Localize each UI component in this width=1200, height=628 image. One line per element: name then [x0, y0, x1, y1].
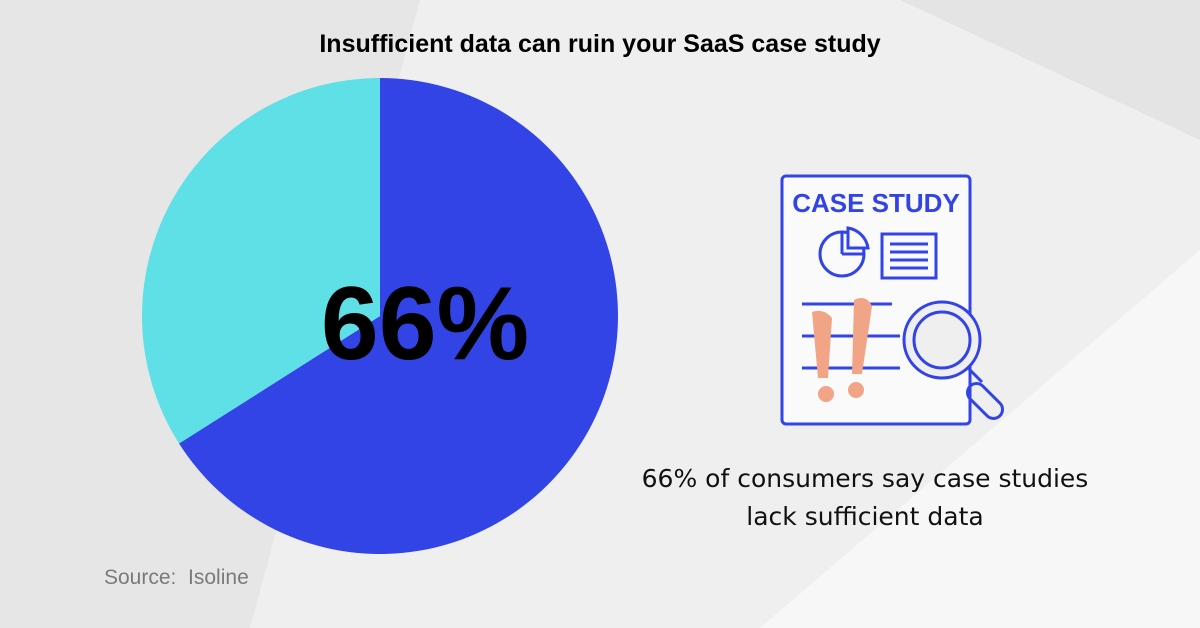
chart-title: Insufficient data can ruin your SaaS cas…: [319, 30, 881, 58]
pie-chart-icon: [818, 226, 870, 278]
pie-slice-1: [142, 78, 380, 444]
doc-heading: CASE STUDY: [792, 188, 960, 218]
pie-chart: [142, 78, 618, 554]
case-study-document-icon: CASE STUDY: [780, 174, 1004, 426]
stat-caption: 66% of consumers say case studies lack s…: [641, 464, 1089, 531]
pie-center-label: 66%: [320, 266, 530, 382]
magnifier-icon: [902, 300, 1004, 420]
text-lines-icon: [880, 232, 938, 280]
source-note: Source: Isoline: [104, 566, 249, 589]
pie-slice-0: [179, 78, 618, 554]
exclamation-icon: [812, 298, 872, 402]
